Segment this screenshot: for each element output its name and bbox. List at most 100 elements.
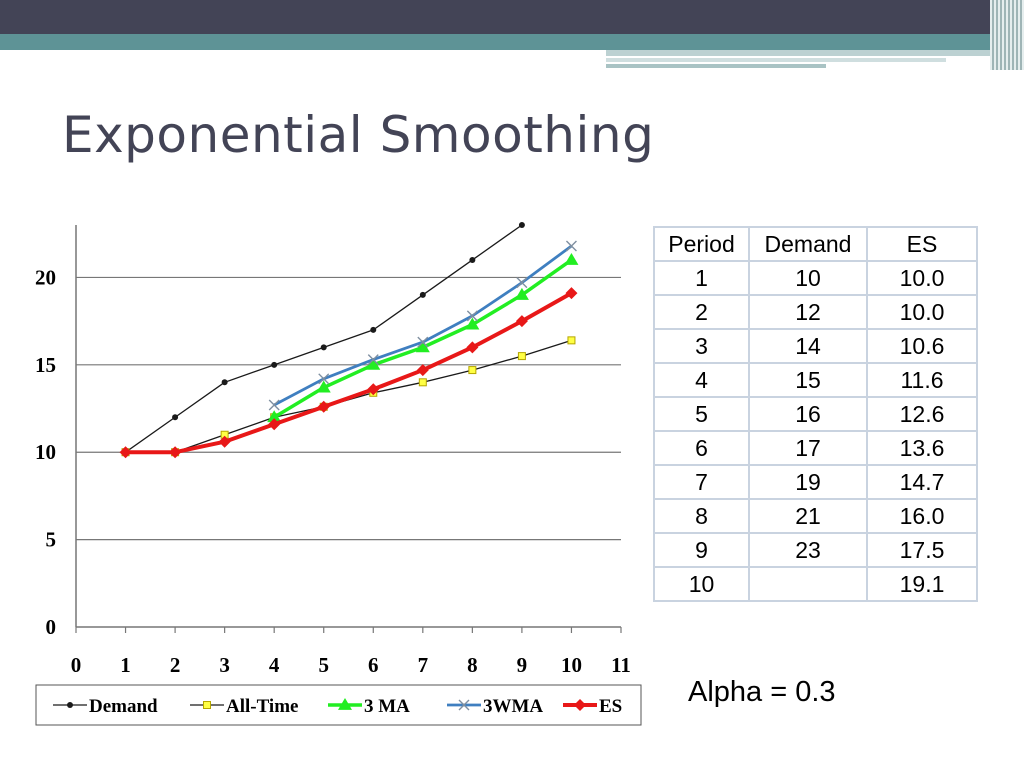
table-header-row: Period Demand ES xyxy=(653,226,978,262)
chart-legend: Demand All-Time 3 MA 3WMA ES xyxy=(35,684,642,726)
legend-label: 3WMA xyxy=(483,696,543,717)
x-tick-label: 5 xyxy=(318,653,329,677)
x-tick-label: 4 xyxy=(269,653,280,677)
ma3-point xyxy=(316,380,331,393)
x-tick-label: 1 xyxy=(120,653,131,677)
header-accent-line xyxy=(606,58,946,62)
table-cell: 12 xyxy=(748,294,868,330)
wma3-point xyxy=(466,310,478,322)
y-tick-label: 5 xyxy=(46,528,57,552)
all_time-point xyxy=(567,336,576,345)
y-tick-label: 0 xyxy=(46,615,57,639)
demand-point xyxy=(271,361,278,368)
legend-label: Demand xyxy=(89,696,158,717)
demand-line xyxy=(125,224,523,453)
x-tick-label: 11 xyxy=(611,653,631,677)
table-cell: 2 xyxy=(653,294,750,330)
slide-title: Exponential Smoothing xyxy=(62,106,655,164)
demand-point xyxy=(469,256,476,263)
table-cell xyxy=(748,566,868,602)
column-header-es: ES xyxy=(866,226,978,262)
table-cell: 3 xyxy=(653,328,750,364)
demand-point xyxy=(320,344,327,351)
es-series xyxy=(119,287,578,459)
table-cell: 1 xyxy=(653,260,750,296)
es-point xyxy=(169,446,182,459)
legend-label: All-Time xyxy=(226,696,298,717)
es-point xyxy=(416,364,429,377)
y-tick-label: 10 xyxy=(35,440,56,464)
wma3-point xyxy=(565,240,577,252)
legend-item-wma3: 3WMA xyxy=(447,696,543,717)
column-header-demand: Demand xyxy=(748,226,868,262)
table-cell: 21 xyxy=(748,498,868,534)
header-accent-bar xyxy=(0,34,1024,50)
x-tick-label: 2 xyxy=(170,653,181,677)
legend-swatch-marker xyxy=(338,698,352,710)
es-point xyxy=(367,383,380,396)
legend-box xyxy=(35,684,642,726)
legend-label: 3 MA xyxy=(364,696,410,717)
header-accent-line xyxy=(606,64,826,68)
table-row: 1 10 10.0 xyxy=(653,260,978,296)
table-cell: 13.6 xyxy=(866,430,978,466)
legend-item-ma3: 3 MA xyxy=(328,696,410,717)
table-row: 3 14 10.6 xyxy=(653,328,978,364)
es-point xyxy=(268,418,281,431)
table-cell: 10.6 xyxy=(866,328,978,364)
table-row: 5 16 12.6 xyxy=(653,396,978,432)
table-cell: 8 xyxy=(653,498,750,534)
x-tick-label: 6 xyxy=(368,653,379,677)
table-cell: 19 xyxy=(748,464,868,500)
legend-label: ES xyxy=(599,696,622,717)
es-point xyxy=(119,446,132,459)
legend-swatch-marker xyxy=(574,699,586,711)
table-cell: 14 xyxy=(748,328,868,364)
table-cell: 17 xyxy=(748,430,868,466)
legend-item-es: ES xyxy=(563,696,622,717)
all_time-point xyxy=(418,378,427,387)
table-cell: 14.7 xyxy=(866,464,978,500)
demand-series xyxy=(122,222,525,456)
wma3-point xyxy=(318,373,330,385)
table-cell: 5 xyxy=(653,396,750,432)
x-tick-label: 0 xyxy=(71,653,82,677)
legend-swatch-marker xyxy=(203,701,211,709)
es-point xyxy=(218,435,231,448)
ma3-series xyxy=(267,252,579,423)
ma3-point xyxy=(366,357,381,370)
header-stripe-decoration xyxy=(990,0,1024,70)
legend-swatch-marker xyxy=(458,699,470,711)
demand-point xyxy=(370,326,377,333)
y-tick-label: 15 xyxy=(35,353,56,377)
ma3-point xyxy=(415,340,430,353)
table-cell: 16 xyxy=(748,396,868,432)
legend-swatch-marker xyxy=(67,702,73,708)
table-cell: 10.0 xyxy=(866,260,978,296)
table-cell: 12.6 xyxy=(866,396,978,432)
x-tick-label: 7 xyxy=(418,653,429,677)
x-tick-label: 10 xyxy=(561,653,582,677)
demand-point xyxy=(518,222,525,228)
table-cell: 7 xyxy=(653,464,750,500)
table-cell: 19.1 xyxy=(866,566,978,602)
wma3-point xyxy=(268,399,280,411)
table-row: 8 21 16.0 xyxy=(653,498,978,534)
table-cell: 10.0 xyxy=(866,294,978,330)
table-row: 4 15 11.6 xyxy=(653,362,978,398)
table-cell: 23 xyxy=(748,532,868,568)
ma3-line xyxy=(273,258,573,419)
x-tick-label: 9 xyxy=(517,653,528,677)
table-row: 2 12 10.0 xyxy=(653,294,978,330)
table-cell: 11.6 xyxy=(866,362,978,398)
alpha-label: Alpha = 0.3 xyxy=(688,676,836,708)
wma3-point xyxy=(367,354,379,366)
demand-point xyxy=(221,379,228,386)
x-tick-label: 8 xyxy=(467,653,478,677)
wma3-series xyxy=(268,240,577,411)
header-bar xyxy=(0,0,1024,34)
ma3-point xyxy=(465,317,480,330)
demand-point xyxy=(419,291,426,298)
es-line xyxy=(125,291,573,455)
ma3-point xyxy=(267,410,282,423)
